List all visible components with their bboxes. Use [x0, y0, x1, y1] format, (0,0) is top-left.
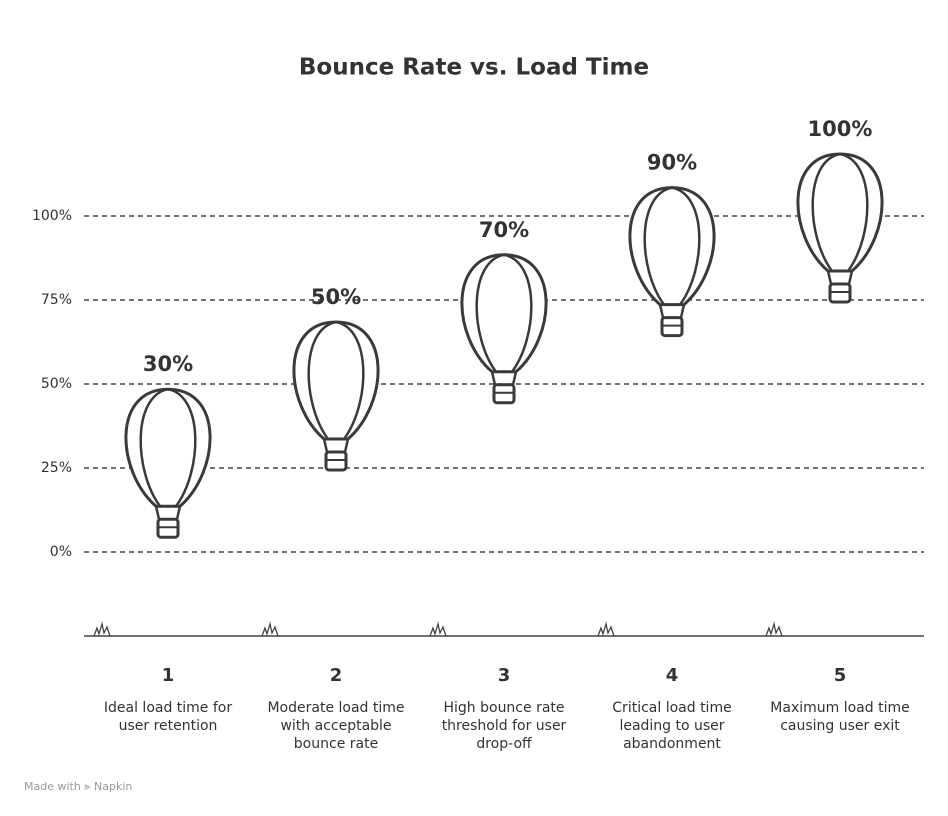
y-tick-label: 75%: [41, 292, 72, 308]
x-tick-label: 1: [162, 665, 175, 686]
footer: Made with ⪢ Napkin: [24, 780, 133, 793]
balloon: [796, 152, 884, 304]
balloon-ropes: [322, 438, 350, 453]
balloon-ropes: [826, 270, 854, 285]
grass: [765, 621, 783, 637]
chart-title: Bounce Rate vs. Load Time: [299, 55, 649, 81]
grass: [261, 621, 279, 637]
value-label: 30%: [143, 352, 193, 376]
y-tick-label: 50%: [41, 376, 72, 392]
category-description: Critical load time leading to user aband…: [612, 700, 732, 752]
category-description: Moderate load time with acceptable bounc…: [267, 700, 405, 752]
value-label: 50%: [311, 285, 361, 309]
balloon-seam: [307, 320, 365, 440]
balloon: [124, 387, 212, 539]
y-tick-label: 25%: [41, 460, 72, 476]
category-description: Ideal load time for user retention: [103, 700, 233, 734]
value-label: 90%: [647, 151, 697, 175]
balloon-seam: [139, 387, 197, 507]
balloon: [628, 186, 716, 338]
balloon-seam: [811, 152, 869, 272]
grass: [597, 621, 615, 637]
balloon: [460, 253, 548, 405]
balloon-ropes: [658, 304, 686, 318]
x-tick-label: 3: [498, 665, 511, 686]
balloon-ropes: [490, 371, 518, 386]
value-label: 70%: [479, 218, 529, 242]
x-tick-label: 5: [834, 665, 847, 686]
grass: [93, 621, 111, 637]
balloon-envelope: [628, 186, 716, 307]
balloon-seam: [475, 253, 533, 373]
value-label: 100%: [808, 117, 873, 141]
category-description: High bounce rate threshold for user drop…: [441, 700, 567, 752]
balloon-envelope: [796, 152, 884, 273]
x-tick-label: 2: [330, 665, 343, 686]
balloon-envelope: [292, 320, 380, 441]
balloon-envelope: [124, 387, 212, 508]
grass: [429, 621, 447, 637]
y-tick-label: 100%: [32, 208, 72, 224]
balloon-envelope: [460, 253, 548, 374]
category-description: Maximum load time causing user exit: [770, 700, 910, 734]
balloon-seam: [643, 186, 701, 306]
y-tick-label: 0%: [50, 544, 72, 560]
x-tick-label: 4: [666, 665, 679, 686]
balloon-ropes: [154, 505, 182, 520]
balloon: [292, 320, 380, 472]
